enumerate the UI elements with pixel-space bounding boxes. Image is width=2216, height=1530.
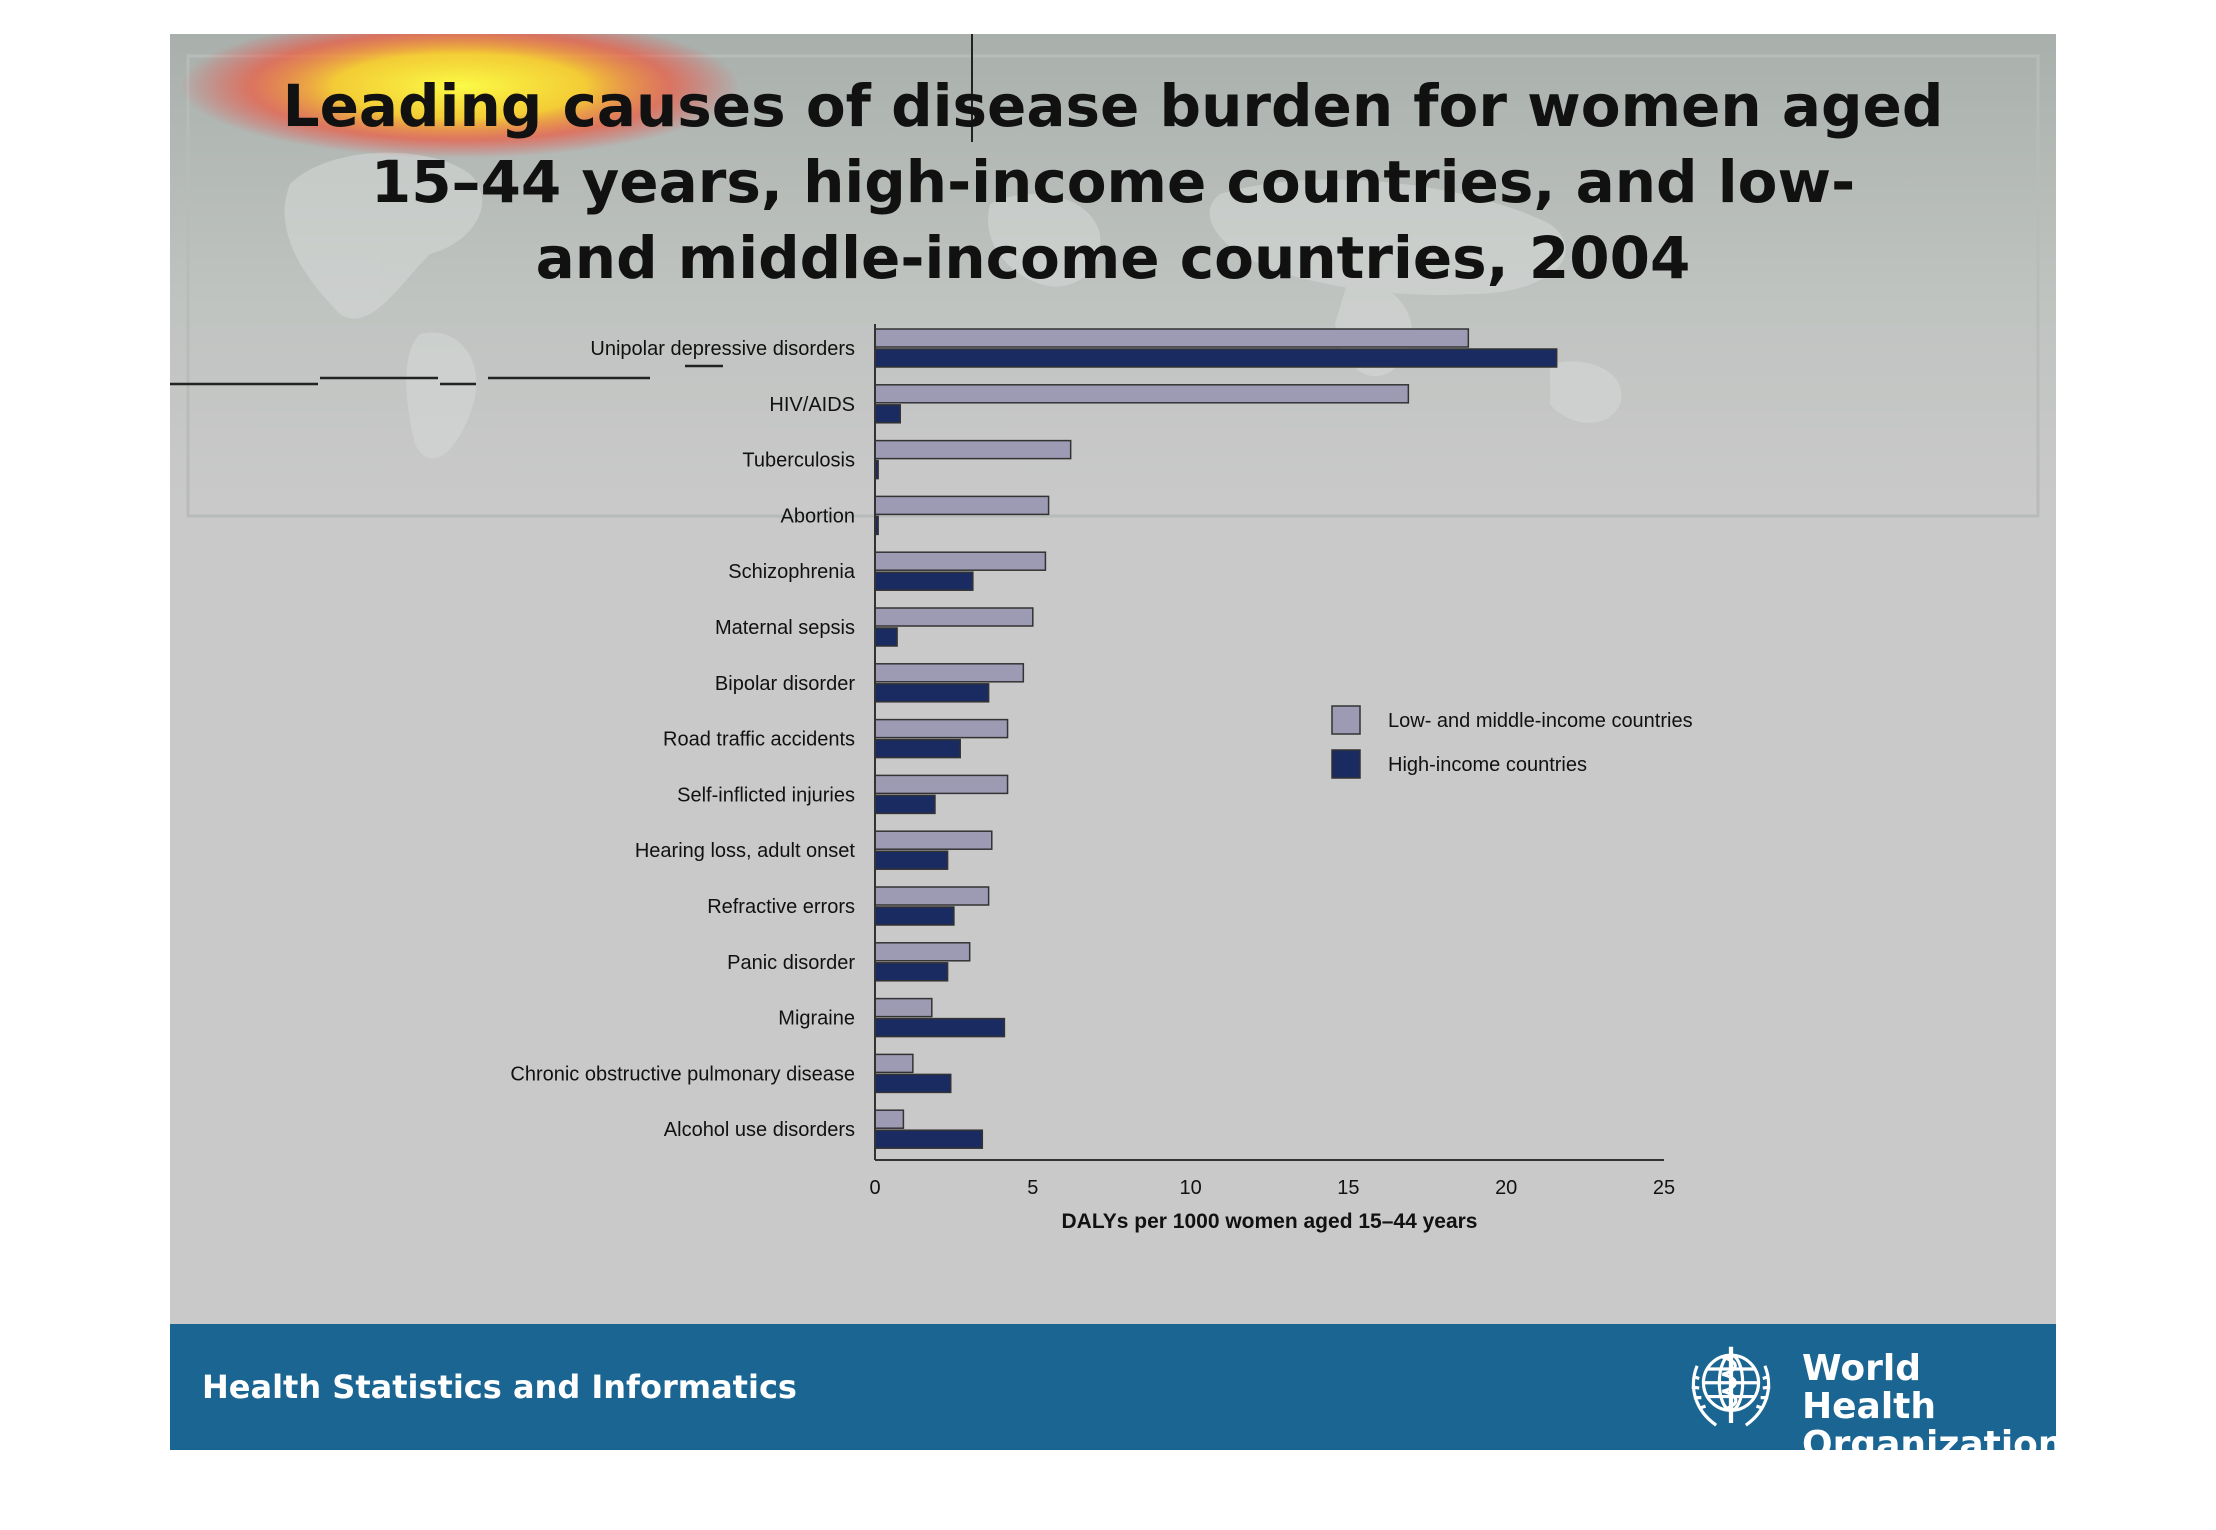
bar-low-middle-income-3 (874, 495, 1050, 516)
bar-chart: Unipolar depressive disorders HIV/AIDS Tub… (510, 324, 1693, 1233)
category-label-12: Migraine (778, 1008, 855, 1030)
slide-background (170, 34, 2056, 518)
bar-low-middle-income-12 (874, 997, 933, 1018)
x-tick-label-1: 5 (1027, 1177, 1038, 1199)
chart-bars (874, 328, 1558, 1149)
category-label-2: Tuberculosis (742, 450, 855, 472)
bar-high-income-9 (874, 850, 949, 870)
category-label-4: Schizophrenia (728, 561, 856, 583)
x-axis-label: DALYs per 1000 women aged 15–44 years (1062, 1210, 1478, 1233)
slide-title-line-1: Leading causes of disease burden for wom… (282, 72, 1944, 140)
bar-high-income-0 (874, 348, 1558, 368)
category-label-11: Panic disorder (727, 952, 855, 974)
bar-low-middle-income-13 (874, 1053, 914, 1074)
bar-low-middle-income-11 (874, 942, 971, 962)
x-tick-label-0: 0 (869, 1177, 880, 1199)
stray-underlines (170, 364, 723, 386)
category-labels: Unipolar depressive disorders HIV/AIDS Tub… (510, 338, 855, 1141)
highlight-glow (180, 34, 740, 158)
bar-high-income-11 (874, 962, 949, 982)
slide: Leading causes of disease burden for wom… (170, 34, 2056, 1450)
category-label-7: Road traffic accidents (663, 729, 855, 751)
x-tick-label-3: 15 (1337, 1177, 1359, 1199)
legend-swatch-1 (1331, 749, 1361, 779)
bar-high-income-13 (874, 1073, 952, 1094)
category-label-0: Unipolar depressive disorders (590, 338, 855, 360)
bar-high-income-6 (874, 683, 990, 703)
who-name: World Health Organization (1802, 1348, 2056, 1451)
bar-low-middle-income-7 (874, 718, 1009, 739)
bar-high-income-8 (874, 794, 936, 815)
bar-high-income-12 (874, 1017, 1006, 1038)
footer-bar: Health Statistics and Informatics World … (170, 1324, 2056, 1450)
legend: Low- and middle-income countries High-inc… (1331, 705, 1693, 779)
bar-low-middle-income-2 (874, 439, 1072, 460)
bar-low-middle-income-5 (874, 607, 1034, 627)
bar-low-middle-income-9 (874, 830, 993, 850)
category-label-8: Self-inflicted injuries (677, 784, 855, 806)
bar-high-income-10 (874, 906, 955, 926)
legend-swatch-0 (1331, 705, 1361, 735)
footer-title: Health Statistics and Informatics (202, 1368, 797, 1406)
bar-high-income-7 (874, 738, 961, 759)
x-tick-label-2: 10 (1179, 1177, 1201, 1199)
category-label-10: Refractive errors (707, 896, 855, 918)
bar-low-middle-income-4 (874, 551, 1047, 571)
category-label-5: Maternal sepsis (715, 617, 855, 639)
category-label-3: Abortion (781, 505, 856, 527)
slide-title-line-3: and middle-income countries, 2004 (535, 224, 1691, 292)
who-name-line-2: Organization (1802, 1424, 2056, 1451)
legend-label-0: Low- and middle-income countries (1388, 710, 1693, 732)
bar-low-middle-income-10 (874, 886, 990, 906)
bar-low-middle-income-6 (874, 663, 1025, 683)
who-emblem-icon (1691, 1346, 1771, 1427)
category-label-9: Hearing loss, adult onset (635, 840, 856, 862)
category-label-6: Bipolar disorder (715, 673, 855, 695)
bar-high-income-14 (874, 1129, 984, 1149)
title-frame (186, 54, 2040, 518)
category-label-13: Chronic obstructive pulmonary disease (510, 1063, 855, 1085)
slide-title-line-2: 15–44 years, high-income countries, and … (370, 148, 1856, 216)
bar-high-income-5 (874, 627, 898, 647)
who-name-line-1: World Health (1802, 1348, 1937, 1427)
legend-label-1: High-income countries (1388, 754, 1587, 776)
bar-low-middle-income-1 (874, 384, 1410, 404)
bar-low-middle-income-8 (874, 774, 1009, 795)
x-tick-label-5: 25 (1653, 1177, 1675, 1199)
category-label-14: Alcohol use disorders (664, 1119, 855, 1141)
bar-low-middle-income-0 (874, 328, 1470, 348)
bar-high-income-1 (874, 404, 901, 424)
bar-high-income-4 (874, 571, 974, 591)
category-label-1: HIV/AIDS (769, 394, 855, 416)
slide-title: Leading causes of disease burden for wom… (170, 68, 2056, 296)
x-tick-label-4: 20 (1495, 1177, 1517, 1199)
bar-low-middle-income-14 (874, 1109, 905, 1129)
x-axis-ticks: 0 5 10 15 20 25 (869, 1177, 1675, 1199)
